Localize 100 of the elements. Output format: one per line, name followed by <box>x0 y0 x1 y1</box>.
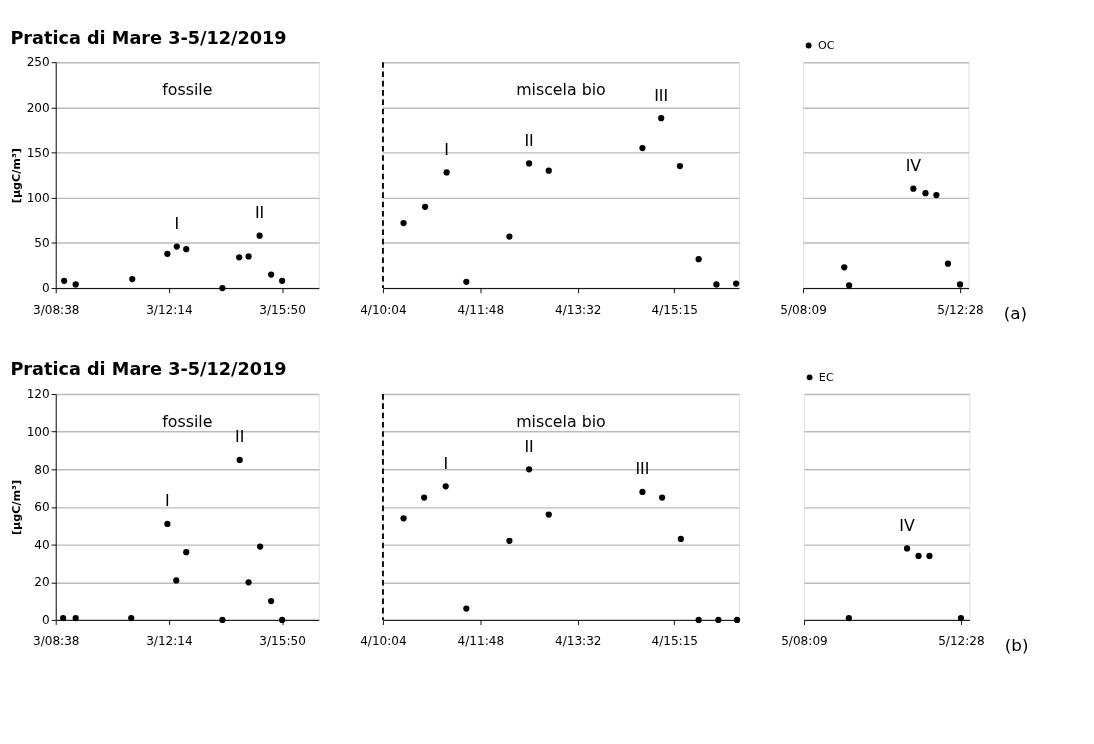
annotation: I <box>174 213 180 233</box>
point <box>841 264 848 271</box>
x-tick-label: 5/12:28 <box>938 634 985 649</box>
point <box>506 537 513 544</box>
point <box>236 456 243 464</box>
point <box>545 167 552 174</box>
y-tick-label: 250 <box>26 55 50 70</box>
x-tick-label: 4/11:48 <box>457 302 505 317</box>
y-tick-label: 80 <box>34 462 50 477</box>
point <box>506 233 513 240</box>
point <box>164 250 171 257</box>
point <box>676 163 684 170</box>
point <box>659 494 666 501</box>
point <box>164 520 171 528</box>
x-tick-label: 3/08:38 <box>32 302 80 317</box>
point <box>59 614 67 622</box>
x-tick-label: 3/12:14 <box>146 634 193 649</box>
annotation: IV <box>905 156 922 176</box>
annotation: III <box>635 459 650 479</box>
annotation: miscela bio <box>516 411 606 431</box>
x-tick-label: 3/08:38 <box>32 634 80 649</box>
point <box>421 494 428 501</box>
point <box>944 260 952 267</box>
annotation: I <box>443 453 449 473</box>
point <box>128 614 135 622</box>
point <box>733 616 741 624</box>
annotation: III <box>654 85 669 105</box>
annotation: II <box>254 203 265 223</box>
annotation: IV <box>899 515 915 535</box>
point <box>910 185 917 192</box>
annotation: I <box>444 139 449 159</box>
x-tick-label: 5/08:09 <box>781 634 828 649</box>
point <box>173 243 180 250</box>
y-tick-label: 40 <box>34 537 50 552</box>
point <box>443 169 450 176</box>
x-tick-label: 3/15:50 <box>259 634 306 649</box>
point <box>72 614 79 622</box>
chart-title: Pratica di Mare 3-5/12/2019 <box>10 27 287 48</box>
point <box>525 466 533 473</box>
point <box>245 579 252 586</box>
annotation: II <box>524 436 534 456</box>
legend-label: OC <box>817 39 835 53</box>
point <box>72 281 79 288</box>
x-tick-label: 4/11:48 <box>457 634 505 649</box>
point <box>545 511 552 518</box>
y-tick-label: 50 <box>34 236 50 251</box>
point <box>463 605 470 612</box>
y-tick-label: 100 <box>26 424 50 439</box>
point <box>183 549 190 556</box>
x-tick-label: 4/15:15 <box>651 302 699 317</box>
point <box>61 277 68 284</box>
x-tick-label: 5/08:09 <box>780 302 827 317</box>
point <box>525 160 533 167</box>
x-tick-label: 4/15:15 <box>651 634 699 649</box>
point <box>219 616 226 624</box>
point <box>279 277 286 284</box>
point <box>658 115 665 122</box>
point <box>245 253 252 260</box>
point <box>733 280 740 287</box>
point <box>846 282 853 289</box>
y-tick-label: 150 <box>26 145 50 160</box>
point <box>129 275 136 283</box>
point <box>639 144 646 152</box>
x-tick-label: 4/10:04 <box>360 634 407 649</box>
point <box>715 616 722 624</box>
annotation: II <box>235 427 245 447</box>
point <box>695 616 702 624</box>
x-tick-label: 4/13:32 <box>554 302 602 317</box>
point <box>268 271 275 278</box>
text: (b) <box>1004 634 1029 655</box>
point <box>695 256 702 263</box>
y-tick-label: 0 <box>42 613 50 628</box>
legend-label: EC <box>818 371 834 385</box>
point <box>677 535 684 543</box>
point <box>639 488 646 496</box>
y-tick-label: 20 <box>34 575 50 590</box>
point <box>256 232 263 239</box>
point <box>463 278 470 285</box>
y-axis-title: [µgC/m³] <box>10 148 24 204</box>
point <box>236 254 243 261</box>
point <box>933 191 940 199</box>
point <box>956 281 964 288</box>
annotation: I <box>165 491 170 511</box>
y-tick-label: 60 <box>34 500 50 515</box>
x-tick-label: 4/10:04 <box>360 302 407 317</box>
point <box>173 577 180 584</box>
point <box>257 543 264 550</box>
point <box>183 246 190 253</box>
y-tick-label: 200 <box>26 100 50 115</box>
annotation: fossile <box>162 79 213 99</box>
x-tick-label: 3/12:14 <box>146 302 193 317</box>
y-axis-title: [µgC/m³] <box>10 479 24 535</box>
annotation: fossile <box>162 411 213 431</box>
annotation: II <box>524 130 534 150</box>
point <box>421 203 429 210</box>
chart-title: Pratica di Mare 3-5/12/2019 <box>10 359 287 380</box>
x-tick-label: 4/13:32 <box>554 634 602 649</box>
point <box>400 515 407 522</box>
point <box>400 219 407 227</box>
point <box>922 190 929 197</box>
